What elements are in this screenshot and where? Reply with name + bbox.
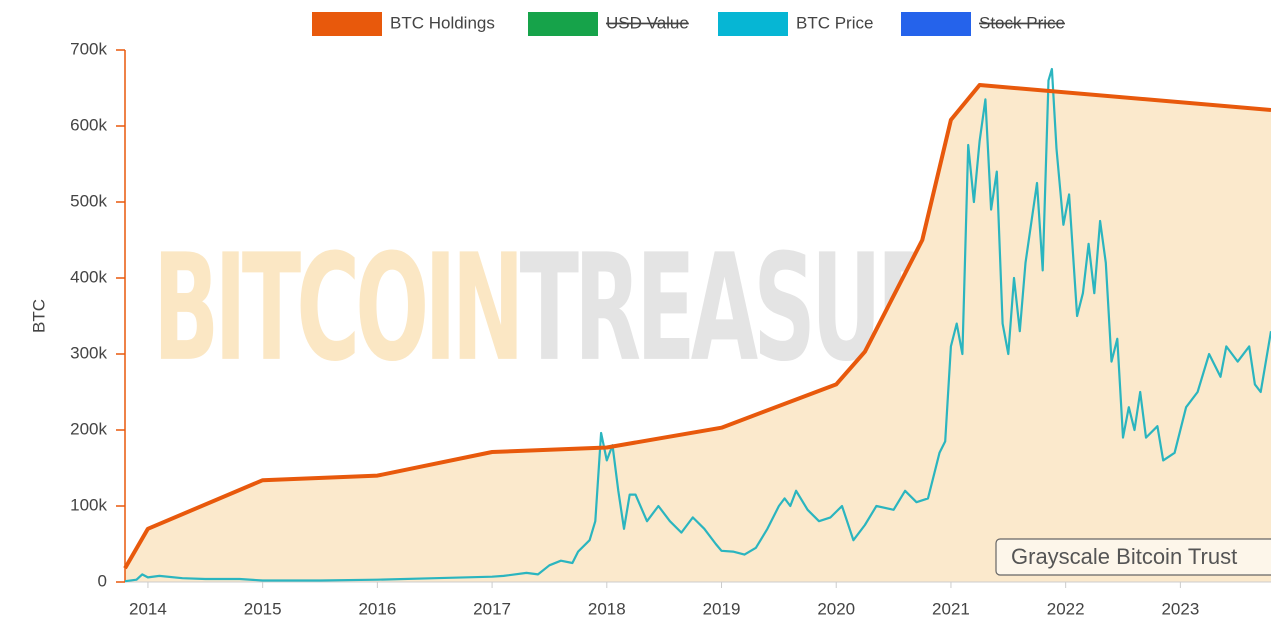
legend-swatch[interactable] (718, 12, 788, 36)
legend-swatch[interactable] (312, 12, 382, 36)
annotation: Grayscale Bitcoin Trust (1011, 544, 1237, 569)
annotation-box (995, 538, 1271, 576)
legend-label[interactable]: Stock Price (979, 13, 1065, 32)
legend-swatch[interactable] (901, 12, 971, 36)
y-tick-label: 100k (70, 495, 107, 514)
x-tick-label: 2021 (932, 599, 970, 618)
legend-swatch[interactable] (528, 12, 598, 36)
holdings-line (123, 83, 1271, 570)
legend-label[interactable]: USD Value (606, 13, 689, 32)
x-tick-label: 2015 (244, 599, 282, 618)
price-line (124, 67, 1271, 583)
y-axis-label: BTC (29, 299, 48, 333)
x-tick-label: 2022 (1047, 599, 1085, 618)
watermark-part: BITCOIN (153, 223, 520, 394)
x-tick-label: 2019 (703, 599, 741, 618)
area (125, 85, 1271, 582)
y-tick-label: 700k (70, 39, 107, 58)
legend-label[interactable]: BTC Price (796, 13, 873, 32)
y-tick-label: 600k (70, 115, 107, 134)
x-tick-label: 2016 (358, 599, 396, 618)
x-tick-label: 2023 (1161, 599, 1199, 618)
y-tick-label: 200k (70, 419, 107, 438)
y-tick-label: 300k (70, 343, 107, 362)
x-tick-label: 2017 (473, 599, 511, 618)
x-tick-label: 2020 (817, 599, 855, 618)
x-tick-label: 2018 (588, 599, 626, 618)
y-tick-label: 400k (70, 267, 107, 286)
x-tick-label: 2014 (129, 599, 167, 618)
y-tick-label: 0 (98, 571, 107, 590)
y-tick-label: 500k (70, 191, 107, 210)
legend-label[interactable]: BTC Holdings (390, 13, 495, 32)
